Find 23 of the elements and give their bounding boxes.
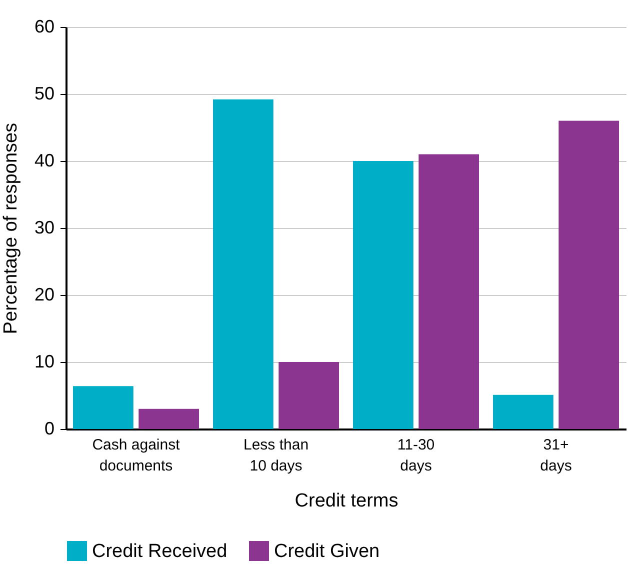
x-tick-label: Cash against documents: [92, 436, 181, 474]
bar: [278, 362, 339, 429]
legend-label: Credit Received: [92, 541, 228, 562]
bar: [418, 154, 479, 429]
y-tick-label: 30: [34, 218, 54, 238]
x-axis-title: Credit terms: [294, 490, 398, 512]
bar: [138, 408, 199, 429]
x-tick-label: Less than 10 days: [243, 436, 309, 474]
bar: [353, 161, 414, 429]
x-tick-label: 31+ days: [540, 436, 572, 474]
y-tick-label: 20: [34, 284, 54, 304]
y-tick-label: 10: [34, 352, 54, 372]
y-tick-label: 40: [34, 150, 54, 170]
x-tick-label: 11-30 days: [397, 436, 435, 474]
bar: [558, 120, 619, 429]
bar: [213, 99, 274, 429]
y-tick-label: 0: [44, 418, 54, 438]
y-tick-label: 50: [34, 84, 54, 104]
y-axis-title: Percentage of responses: [0, 122, 22, 334]
bar: [73, 386, 134, 429]
legend-label: Credit Given: [274, 541, 380, 562]
bar: [493, 394, 554, 429]
y-tick-label: 60: [34, 16, 54, 36]
